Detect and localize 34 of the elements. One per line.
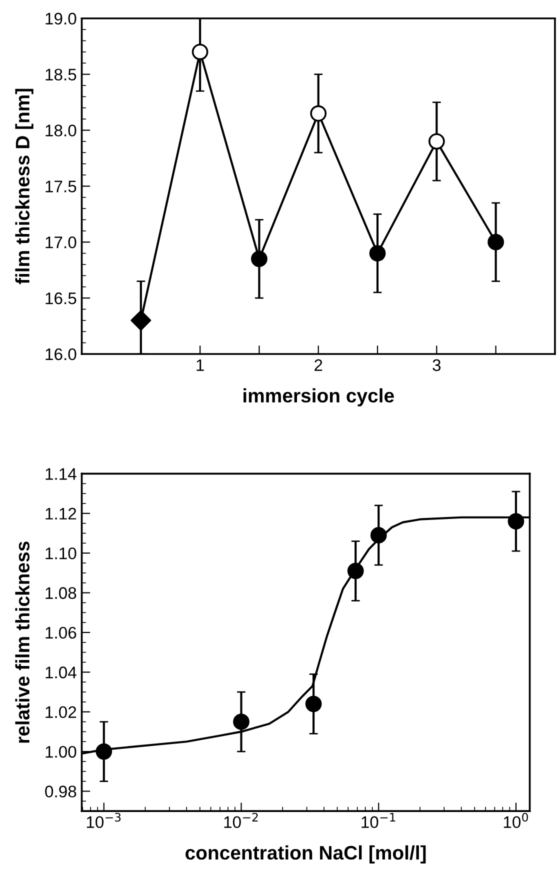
y-tick-label: 16.5: [46, 292, 76, 304]
y-axis-title: film thickness D [nm]: [15, 88, 34, 284]
x-tick-label: 10$^{−3}$: [86, 812, 121, 828]
point: [488, 234, 504, 250]
y-tick-label: 0.98: [45, 786, 76, 798]
point: [192, 44, 208, 60]
y-tick-label: 17.0: [46, 236, 76, 248]
y-tick-label: 1.00: [46, 746, 76, 758]
y-tick-label: 1.12: [46, 508, 76, 520]
y-tick-label: 1.06: [46, 626, 76, 639]
point: [251, 250, 268, 268]
y-tick-label: 19.0: [46, 12, 76, 25]
x-tick-label: 3: [432, 359, 441, 372]
point: [310, 105, 327, 122]
y-tick-label: 1.14: [46, 468, 76, 480]
x-tick-label: 1: [196, 359, 204, 371]
y-axis-title: relative film thickness: [15, 542, 30, 743]
y-tick-label: 17.5: [46, 180, 76, 192]
x-tick-label: 2: [314, 359, 322, 371]
y-tick-label: 18.0: [46, 124, 76, 136]
point: [428, 133, 445, 150]
y-tick-label: 1.10: [46, 547, 76, 560]
y-tick-label: 1.04: [46, 666, 76, 678]
x-axis-title: concentration NaCl [mol/l]: [186, 845, 426, 864]
x-tick-label: 10$^{−1}$: [362, 813, 396, 828]
x-tick-label: 10$^{−2}$: [224, 812, 258, 828]
point: [369, 245, 386, 262]
x-axis-title: immersion cycle: [244, 388, 394, 406]
x-tick-label: 10$^{0}$: [504, 812, 528, 828]
point: [130, 310, 152, 331]
y-tick-label: 1.08: [46, 587, 76, 599]
y-tick-label: 1.02: [46, 706, 76, 718]
y-tick-label: 18.5: [46, 68, 76, 80]
y-tick-label: 16.0: [46, 348, 76, 360]
